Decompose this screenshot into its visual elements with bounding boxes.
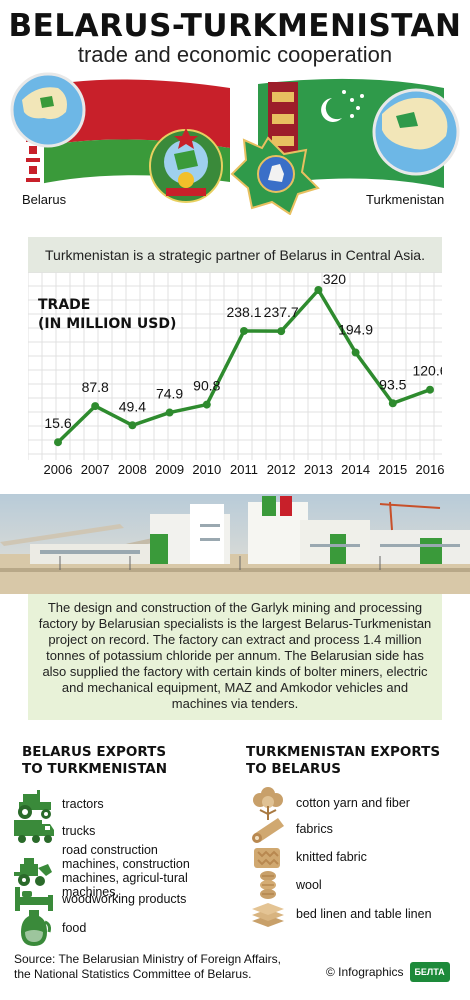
turkmenistan-exports-title-line2: TO BELARUS xyxy=(246,761,342,777)
data-label: 120.6 xyxy=(412,363,442,379)
credit: © Infographics БЕЛТА xyxy=(326,962,450,982)
belarus-emblem-icon xyxy=(149,128,223,203)
x-tick-label: 2007 xyxy=(80,462,110,477)
data-label: 90.8 xyxy=(193,378,220,394)
export-item-trucks: trucks xyxy=(12,813,95,849)
credit-text: © Infographics xyxy=(326,965,404,979)
flags-graphic xyxy=(10,72,460,216)
import-item-linen: bed linen and table linen xyxy=(246,896,432,932)
x-tick-label: 2006 xyxy=(43,462,73,477)
fabric-roll-icon xyxy=(246,811,290,847)
import-label: knitted fabric xyxy=(296,850,367,864)
x-tick-label: 2010 xyxy=(192,462,222,477)
export-label: food xyxy=(62,921,87,935)
x-tick-label: 2016 xyxy=(415,462,445,477)
x-tick-label: 2012 xyxy=(266,462,296,477)
data-point xyxy=(388,399,397,408)
data-point xyxy=(165,408,174,417)
partner-note: Turkmenistan is a strategic partner of B… xyxy=(28,237,442,273)
data-label: 237.7 xyxy=(264,304,299,320)
export-item-tractors: tractors xyxy=(12,786,104,822)
data-label: 74.9 xyxy=(156,386,183,402)
import-item-cotton: cotton yarn and fiber xyxy=(246,784,410,822)
data-point xyxy=(277,327,286,336)
source-note: Source: The Belarusian Ministry of Forei… xyxy=(14,952,281,982)
export-label: woodworking products xyxy=(62,892,187,906)
data-label: 87.8 xyxy=(82,379,109,395)
data-point xyxy=(240,326,248,335)
source-line1: Source: The Belarusian Ministry of Forei… xyxy=(14,952,282,966)
export-label: trucks xyxy=(62,824,96,838)
source-line2: the National Statistics Committee of Bel… xyxy=(14,967,252,981)
export-item-construction-machines: road construction machines, construction… xyxy=(12,843,212,899)
data-point xyxy=(128,421,137,430)
turkmenistan-emblem-icon xyxy=(230,136,320,216)
knitted-fabric-icon xyxy=(246,839,290,875)
data-label: 320 xyxy=(323,272,347,287)
project-description: The design and construction of the Garly… xyxy=(28,594,442,720)
export-label: road construction machines, construction… xyxy=(62,843,190,899)
data-label: 238.1 xyxy=(226,304,261,320)
x-tick-label: 2014 xyxy=(341,462,371,477)
bed-icon xyxy=(12,881,56,917)
factory-illustration xyxy=(0,494,470,594)
data-point xyxy=(314,286,323,294)
x-tick-label: 2013 xyxy=(303,462,333,477)
data-point xyxy=(426,385,434,394)
data-label: 49.4 xyxy=(119,398,146,414)
x-axis: 2006 2007 2008 2009 2010 2011 2012 2013 2014 2015… xyxy=(28,462,458,482)
x-tick-label: 2011 xyxy=(230,462,258,477)
import-label: fabrics xyxy=(296,822,333,836)
turkmenistan-exports-title-line1: TURKMENISTAN EXPORTS xyxy=(246,744,441,760)
belarus-exports-title-line2: TO TURKMENISTAN xyxy=(22,761,168,777)
import-label: cotton yarn and fiber xyxy=(296,796,410,810)
export-item-woodworking: woodworking products xyxy=(12,881,186,917)
x-tick-label: 2009 xyxy=(155,462,185,477)
belta-logo: БЕЛТА xyxy=(409,962,450,982)
belarus-exports-title-line1: BELARUS EXPORTS xyxy=(22,744,167,760)
import-item-wool: wool xyxy=(246,867,322,903)
import-label: bed linen and table linen xyxy=(296,907,432,921)
chart-title-line1: TRADE xyxy=(38,297,91,313)
page-subtitle: trade and economic cooperation xyxy=(77,42,393,67)
x-tick-label: 2015 xyxy=(378,462,408,477)
trade-chart-svg: 15.6 87.8 49.4 74.9 90.8 238.1 237.7 320 194.9 93… xyxy=(27,271,448,460)
data-label: 15.6 xyxy=(44,415,71,431)
import-label: wool xyxy=(296,878,322,892)
jug-icon xyxy=(12,908,56,948)
data-point xyxy=(54,438,62,447)
x-tick-label: 2008 xyxy=(117,462,147,477)
export-label: tractors xyxy=(62,797,104,811)
linen-stack-icon xyxy=(246,896,290,932)
trade-chart: 15.6 87.8 49.4 74.9 90.8 238.1 237.7 320 194.9 93… xyxy=(27,271,448,460)
export-item-food: food xyxy=(12,908,86,948)
globe-right-icon xyxy=(372,88,460,176)
data-label: 194.9 xyxy=(338,322,373,338)
wool-skeins-icon xyxy=(246,867,290,903)
page-title: BELARUS-TURKMENISTAN xyxy=(8,8,462,44)
turkmenistan-exports-title: TURKMENISTAN EXPORTS TO BELARUS xyxy=(246,744,440,778)
construction-machine-icon xyxy=(12,853,56,889)
factory-photo xyxy=(0,494,470,594)
belarus-label: Belarus xyxy=(22,192,67,207)
belarus-exports-title: BELARUS EXPORTS TO TURKMENISTAN xyxy=(22,744,167,778)
cotton-icon xyxy=(246,784,290,822)
chart-title-line2: (IN MILLION USD) xyxy=(38,316,177,332)
globe-left-icon xyxy=(10,72,86,148)
truck-icon xyxy=(12,813,56,849)
data-point xyxy=(202,400,211,409)
import-item-fabrics: fabrics xyxy=(246,811,333,847)
chart-title: TRADE (IN MILLION USD) xyxy=(38,296,176,334)
data-label: 93.5 xyxy=(379,376,406,392)
tractor-icon xyxy=(12,786,56,822)
import-item-knitted: knitted fabric xyxy=(246,839,367,875)
data-point xyxy=(91,402,100,411)
data-point xyxy=(351,348,360,357)
turkmenistan-label: Turkmenistan xyxy=(366,192,445,207)
flags-illustration xyxy=(0,70,470,216)
